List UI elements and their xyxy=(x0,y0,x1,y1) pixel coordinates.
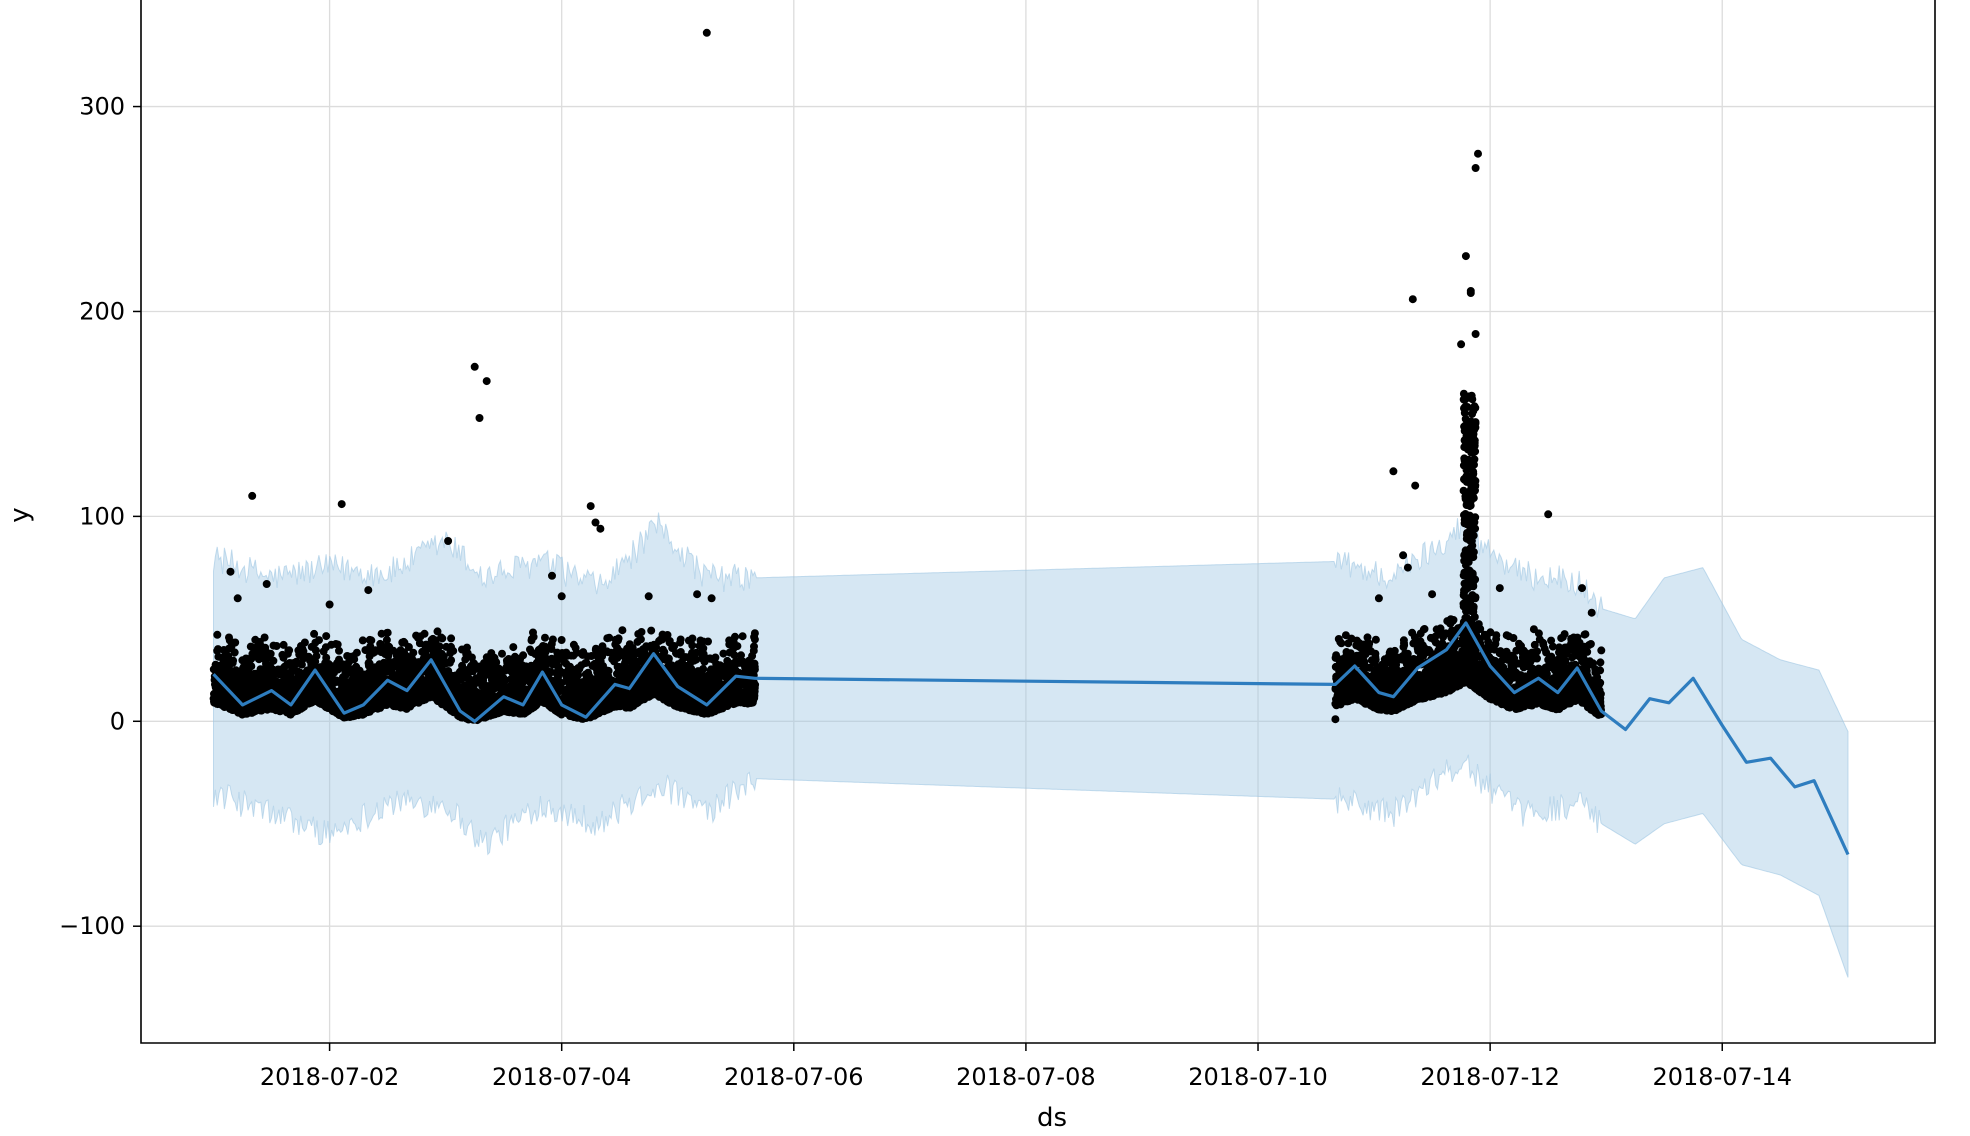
observation-points-layer xyxy=(209,28,1606,725)
x-tick-label: 2018-07-10 xyxy=(1188,1063,1327,1091)
x-tick-label: 2018-07-06 xyxy=(724,1063,863,1091)
x-tick-label: 2018-07-08 xyxy=(956,1063,1095,1091)
y-axis-label: y xyxy=(5,507,35,522)
y-tick-label: 300 xyxy=(79,93,125,121)
x-axis: 2018-07-02 2018-07-04 2018-07-06 2018-07-08… xyxy=(260,1043,1792,1091)
x-tick-label: 2018-07-02 xyxy=(260,1063,399,1091)
forecast-line xyxy=(212,621,1850,856)
y-axis: −100 0 100 200 300 xyxy=(59,93,141,940)
plot-frame xyxy=(140,0,1936,1044)
x-tick-label: 2018-07-14 xyxy=(1652,1063,1791,1091)
x-tick-label: 2018-07-12 xyxy=(1420,1063,1559,1091)
forecast-line-layer xyxy=(212,621,1850,856)
observation-points xyxy=(209,28,1606,725)
y-tick-label: 0 xyxy=(110,707,125,735)
y-tick-label: −100 xyxy=(59,912,125,940)
y-tick-label: 200 xyxy=(79,297,125,325)
y-tick-label: 100 xyxy=(79,502,125,530)
x-tick-label: 2018-07-04 xyxy=(492,1063,631,1091)
grid-lines xyxy=(141,0,1935,1043)
plot-area xyxy=(209,28,1850,978)
x-axis-label: ds xyxy=(1037,1103,1067,1133)
